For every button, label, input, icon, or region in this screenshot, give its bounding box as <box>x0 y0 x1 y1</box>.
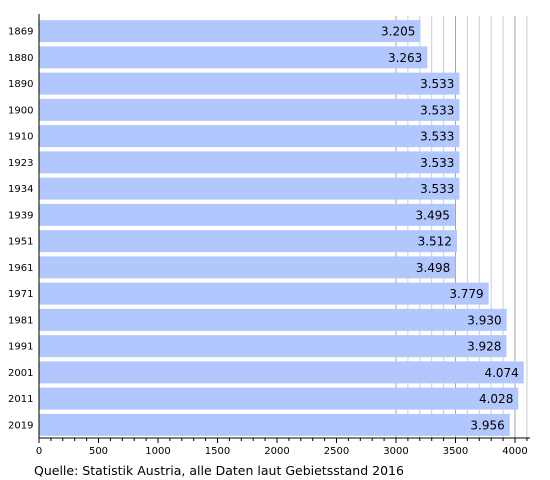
category-label: 1869 <box>8 27 33 38</box>
category-label: 1934 <box>8 184 33 195</box>
bar <box>39 151 460 174</box>
category-label: 1900 <box>8 105 33 116</box>
value-label: 3.930 <box>467 313 501 327</box>
axes <box>38 14 530 443</box>
bar <box>39 125 460 148</box>
bar <box>39 335 507 358</box>
x-tick-label: 4000 <box>502 446 527 457</box>
category-label: 1961 <box>8 263 33 274</box>
value-label: 3.533 <box>420 182 454 196</box>
bar <box>39 72 460 95</box>
value-label: 3.928 <box>467 340 501 354</box>
value-label: 3.533 <box>420 130 454 144</box>
bar <box>39 387 519 410</box>
bar <box>39 256 456 279</box>
value-label: 3.533 <box>420 103 454 117</box>
value-label: 3.498 <box>416 261 450 275</box>
labels: 1869 3.205 1880 3.263 1890 3.533 1900 3.533 1910… <box>8 25 528 457</box>
bar <box>39 308 507 331</box>
bar <box>39 361 524 384</box>
category-label: 2001 <box>8 368 33 379</box>
bar <box>39 230 457 253</box>
x-tick-label: 2500 <box>324 446 349 457</box>
x-tick-label: 1000 <box>145 446 170 457</box>
value-label: 3.495 <box>416 208 450 222</box>
category-label: 1939 <box>8 210 33 221</box>
value-label: 3.779 <box>449 287 483 301</box>
category-label: 1951 <box>8 237 33 248</box>
bar <box>39 177 460 200</box>
value-label: 3.205 <box>381 25 415 39</box>
category-label: 1923 <box>8 158 33 169</box>
source-note: Quelle: Statistik Austria, alle Daten la… <box>34 463 404 478</box>
x-tick-label: 3000 <box>383 446 408 457</box>
bars <box>39 20 524 436</box>
bar <box>39 282 489 305</box>
category-label: 1910 <box>8 132 33 143</box>
x-tick-label: 1500 <box>205 446 230 457</box>
value-label: 3.533 <box>420 77 454 91</box>
value-label: 4.028 <box>479 392 513 406</box>
category-label: 1890 <box>8 79 33 90</box>
bar <box>39 203 455 226</box>
category-label: 2011 <box>8 394 33 405</box>
category-label: 1880 <box>8 53 33 64</box>
bar <box>39 46 428 69</box>
category-label: 1991 <box>8 342 33 353</box>
x-tick-label: 500 <box>89 446 108 457</box>
x-tick-label: 2000 <box>264 446 289 457</box>
value-label: 4.074 <box>484 366 518 380</box>
category-label: 1971 <box>8 289 33 300</box>
bar <box>39 20 421 43</box>
value-label: 3.533 <box>420 156 454 170</box>
value-label: 3.512 <box>418 235 452 249</box>
bar <box>39 98 460 121</box>
value-label: 3.263 <box>388 51 422 65</box>
x-tick-label: 0 <box>36 446 42 457</box>
x-tick-label: 3500 <box>443 446 468 457</box>
value-label: 3.956 <box>470 418 504 432</box>
category-label: 1981 <box>8 315 33 326</box>
bar <box>39 413 510 436</box>
category-label: 2019 <box>8 420 33 431</box>
